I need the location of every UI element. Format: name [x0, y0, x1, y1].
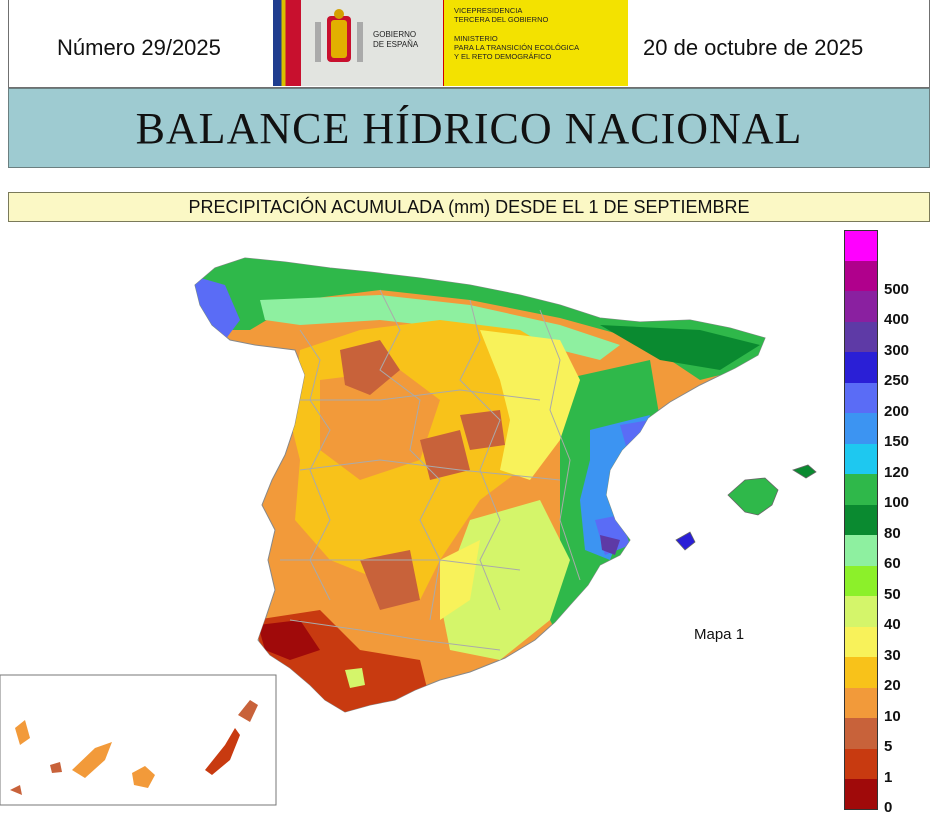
government-logo: GOBIERNO DE ESPAÑA VICEPRESIDENCIA TERCE…	[273, 0, 628, 86]
legend-swatch	[844, 413, 878, 444]
canary-gomera	[50, 762, 62, 773]
legend-label: 150	[884, 433, 910, 450]
min-line-2: TERCERA DEL GOBIERNO	[454, 15, 549, 24]
legend-swatch	[844, 565, 878, 596]
min-line-3: MINISTERIO	[454, 34, 498, 43]
canary-tenerife	[72, 742, 112, 778]
legend-swatch	[844, 687, 878, 718]
legend-swatch	[844, 291, 878, 322]
legend-label: 120	[884, 463, 910, 481]
legend-label: 300	[884, 341, 910, 359]
map-svg	[0, 257, 817, 806]
legend-label: 40	[884, 616, 901, 633]
gobierno-text: GOBIERNO DE ESPAÑA	[373, 30, 435, 50]
issue-number: Número 29/2025	[57, 35, 221, 60]
gobierno-logo-panel: GOBIERNO DE ESPAÑA	[273, 0, 443, 86]
legend-swatch	[844, 657, 878, 688]
map-subtitle-band: PRECIPITACIÓN ACUMULADA (mm) DESDE EL 1 …	[8, 192, 930, 222]
coat-of-arms-icon	[315, 9, 363, 62]
ministerio-text: VICEPRESIDENCIA TERCERA DEL GOBIERNO MIN…	[454, 6, 624, 61]
region-borders	[280, 289, 581, 651]
legend-swatch	[844, 443, 878, 474]
legend-swatch	[844, 260, 878, 291]
canary-el-hierro	[10, 785, 22, 795]
report-header: Número 29/2025 GOBIERNO DE ESPAÑA VICEPR…	[8, 0, 930, 88]
report-date: 20 de octubre de 2025	[643, 35, 864, 60]
legend-swatch	[844, 626, 878, 657]
canary-fuerteventura	[205, 728, 240, 775]
legend-swatch	[844, 779, 878, 810]
ministerio-logo-panel: VICEPRESIDENCIA TERCERA DEL GOBIERNO MIN…	[443, 0, 628, 86]
legend-label: 0	[884, 799, 893, 816]
legend-swatch	[844, 504, 878, 535]
title-band: BALANCE HÍDRICO NACIONAL	[8, 88, 930, 168]
legend-swatch	[844, 748, 878, 779]
legend-swatch	[844, 718, 878, 749]
legend-label: 500	[884, 280, 910, 298]
legend-label: 400	[884, 311, 910, 328]
legend-label: 80	[884, 524, 901, 542]
map-subtitle: PRECIPITACIÓN ACUMULADA (mm) DESDE EL 1 …	[188, 196, 750, 217]
legend-label: 50	[884, 585, 901, 603]
legend-label: 250	[884, 372, 910, 389]
gov-line-2: DE ESPAÑA	[373, 40, 419, 49]
page-title: BALANCE HÍDRICO NACIONAL	[135, 103, 803, 153]
legend-swatch	[844, 382, 878, 413]
legend-label: 60	[884, 555, 901, 572]
min-line-1: VICEPRESIDENCIA	[454, 6, 523, 15]
legend-swatch	[844, 535, 878, 566]
precipitation-legend: 500 400 300 250 200 150 120 100 80 60 50 40 30 20 10 5 1…	[844, 230, 924, 816]
min-line-5: Y EL RETO DEMOGRÁFICO	[454, 52, 552, 61]
legend-label: 200	[884, 402, 910, 420]
canary-gran-canaria	[132, 766, 155, 788]
legend-swatch	[844, 596, 878, 627]
legend-label: 10	[884, 707, 901, 725]
gov-line-1: GOBIERNO	[373, 30, 417, 39]
ibiza	[675, 531, 696, 551]
legend-label: 1	[884, 768, 893, 786]
legend-label: 20	[884, 677, 901, 694]
legend-swatch	[844, 352, 878, 383]
min-line-4: PARA LA TRANSICIÓN ECOLÓGICA	[454, 43, 580, 52]
mallorca	[727, 477, 779, 516]
canary-la-palma	[15, 720, 30, 745]
menorca	[792, 464, 817, 479]
flag-bar	[273, 0, 301, 86]
legend-swatch	[844, 474, 878, 505]
legend-swatch	[844, 230, 878, 261]
precipitation-map	[0, 230, 830, 811]
legend-label: 5	[884, 738, 893, 755]
legend-swatch	[844, 321, 878, 352]
legend-label: 100	[884, 494, 910, 511]
map-label: Mapa 1	[694, 626, 745, 643]
legend-label: 30	[884, 646, 901, 664]
canary-lanzarote	[238, 700, 258, 722]
